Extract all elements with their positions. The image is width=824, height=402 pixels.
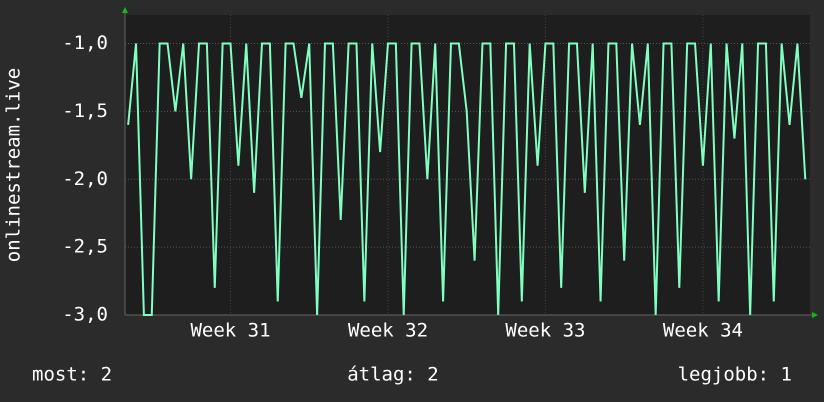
plot-area (125, 15, 810, 315)
x-tick-label: Week 32 (348, 320, 428, 342)
axis-arrow (122, 7, 128, 13)
y-tick-label: -3,0 (62, 304, 108, 326)
footer-current: most: 2 (32, 364, 112, 386)
x-tick-label: Week 34 (663, 320, 743, 342)
y-axis-label: onlinestream.live (3, 68, 25, 262)
y-tick-label: -1,0 (62, 32, 108, 54)
y-tick-label: -2,0 (62, 168, 108, 190)
x-tick-label: Week 31 (190, 320, 270, 342)
footer-best: legjobb: 1 (678, 364, 792, 386)
x-tick-label: Week 33 (505, 320, 585, 342)
data-line (127, 42, 807, 316)
y-tick-label: -1,5 (62, 100, 108, 122)
footer-average: átlag: 2 (347, 364, 439, 386)
axis-arrow (812, 312, 818, 318)
y-tick-label: -2,5 (62, 236, 108, 258)
